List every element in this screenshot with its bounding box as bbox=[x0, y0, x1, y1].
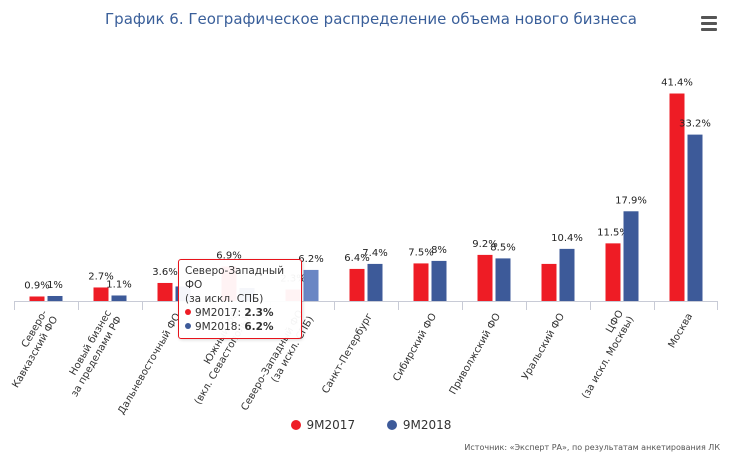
data-label: 7.4% bbox=[362, 248, 387, 259]
tooltip-row-9m2018: 9M2018: 6.2% bbox=[185, 320, 295, 334]
data-label: 3.6% bbox=[152, 267, 177, 278]
bar-9m2017-2 bbox=[157, 282, 173, 301]
tooltip-label-9m2018: 9M2018: bbox=[195, 321, 245, 333]
x-tick-label-line: Сибирский ФО bbox=[391, 311, 439, 383]
bar-9m2018-7 bbox=[495, 258, 511, 301]
x-tick-label-line: Уральский ФО bbox=[520, 311, 567, 382]
bar-9m2017-1 bbox=[93, 287, 109, 301]
data-label: 7.5% bbox=[408, 247, 433, 258]
tooltip-subtitle: (за искл. СПБ) bbox=[185, 293, 264, 305]
legend-marker-9m2017 bbox=[290, 420, 301, 430]
data-label: 11.5% bbox=[597, 227, 629, 238]
legend-item-9m2018[interactable]: 9M2018 bbox=[386, 418, 452, 432]
bar-9m2017-5 bbox=[349, 268, 365, 301]
bar-9m2017-6 bbox=[413, 263, 429, 301]
legend-marker-9m2018 bbox=[386, 420, 397, 430]
bar-9m2018-6 bbox=[431, 260, 447, 301]
x-tick-label-line: Санкт-Петербург bbox=[320, 312, 375, 396]
data-label: 8.5% bbox=[490, 242, 515, 253]
bar-9m2018-9 bbox=[623, 211, 639, 301]
bar-9m2018-8 bbox=[559, 248, 575, 301]
bar-9m2018-0 bbox=[47, 295, 63, 301]
data-label: 9.2% bbox=[472, 239, 497, 250]
data-label: 1% bbox=[47, 280, 63, 291]
data-label: 6.9% bbox=[216, 250, 241, 261]
bar-9m2017-8 bbox=[541, 263, 557, 301]
x-tick-label-line: Дальневосточный ФО bbox=[116, 311, 183, 416]
x-tick-label: Приволжский ФО bbox=[448, 311, 504, 396]
legend-label-9m2018: 9M2018 bbox=[402, 418, 452, 432]
tooltip-row-9m2017: 9M2017: 2.3% bbox=[185, 306, 295, 320]
legend: 9M2017 9M2018 bbox=[0, 418, 742, 432]
data-label: 10.4% bbox=[551, 233, 583, 244]
tooltip-dot-9m2017 bbox=[185, 309, 191, 315]
bar-9m2017-10 bbox=[669, 93, 685, 301]
x-tick-label: Москва bbox=[667, 312, 696, 351]
x-tick-label: Санкт-Петербург bbox=[320, 312, 375, 396]
bar-9m2017-7 bbox=[477, 254, 493, 301]
x-tick-label: ЦФО(за искл. Москвы) bbox=[570, 308, 637, 400]
bar-9m2018-1 bbox=[111, 295, 127, 301]
data-label: 6.4% bbox=[344, 253, 369, 264]
tooltip-title: Северо-Западный ФО bbox=[185, 265, 285, 291]
data-label: 6.2% bbox=[298, 254, 323, 265]
data-label: 41.4% bbox=[661, 78, 693, 89]
x-tick-label: Новый бизнесза пределами РФ bbox=[59, 308, 125, 399]
x-tick-label: Дальневосточный ФО bbox=[116, 311, 183, 416]
data-label: 17.9% bbox=[615, 195, 647, 206]
data-label: 8% bbox=[431, 245, 447, 256]
x-tick-label: Сибирский ФО bbox=[391, 311, 439, 383]
bar-9m2018-10 bbox=[687, 134, 703, 301]
bar-9m2018-4 bbox=[303, 269, 319, 301]
bar-9m2017-0 bbox=[29, 296, 45, 301]
chart-title: График 6. Географическое распределение о… bbox=[105, 10, 637, 28]
bar-9m2017-9 bbox=[605, 243, 621, 301]
tooltip-value-9m2018: 6.2% bbox=[244, 321, 274, 333]
tooltip-dot-9m2018 bbox=[185, 323, 191, 329]
bar-9m2018-5 bbox=[367, 263, 383, 301]
x-tick-label: Уральский ФО bbox=[520, 311, 567, 382]
data-label: 33.2% bbox=[679, 119, 711, 130]
data-label: 1.1% bbox=[106, 279, 131, 290]
source-note: Источник: «Эксперт РА», по результатам а… bbox=[464, 443, 720, 452]
tooltip-value-9m2017: 2.3% bbox=[244, 307, 274, 319]
menu-icon[interactable] bbox=[697, 14, 721, 34]
data-label: 0.9% bbox=[24, 280, 49, 291]
x-tick-label-line: Приволжский ФО bbox=[448, 311, 504, 396]
x-tick-label-line: Москва bbox=[667, 312, 696, 351]
x-tick-label: Северо-Кавказский ФО bbox=[0, 308, 61, 390]
chart-tooltip: Северо-Западный ФО (за искл. СПБ) 9M2017… bbox=[178, 259, 302, 339]
data-label: 2.7% bbox=[88, 271, 113, 282]
legend-item-9m2017[interactable]: 9M2017 bbox=[290, 418, 356, 432]
legend-label-9m2017: 9M2017 bbox=[306, 418, 356, 432]
tooltip-label-9m2017: 9M2017: bbox=[195, 307, 245, 319]
